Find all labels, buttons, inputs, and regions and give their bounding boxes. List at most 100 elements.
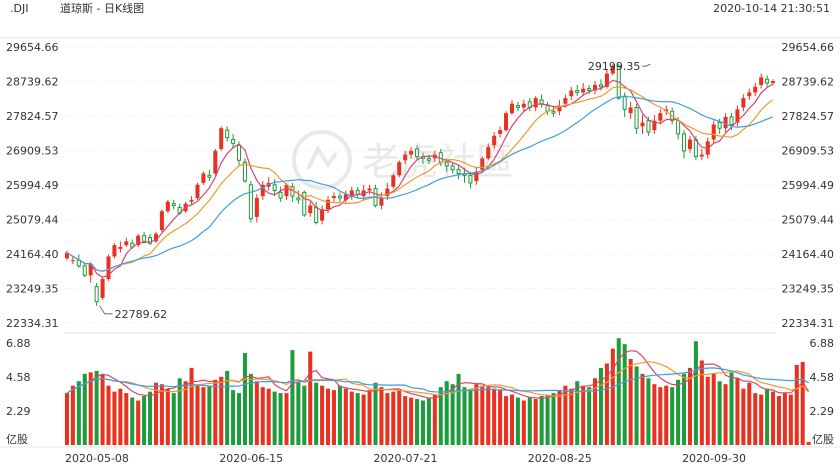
candle-body-up bbox=[112, 245, 117, 257]
volume-bar-up bbox=[165, 388, 170, 445]
watermark-text: 老虎社區 bbox=[362, 140, 514, 184]
volume-bar-up bbox=[213, 379, 218, 445]
price-tick-left: 26909.53 bbox=[6, 144, 59, 157]
volume-bar-up bbox=[367, 390, 372, 445]
volume-bar-up bbox=[391, 391, 396, 445]
candle-body-up bbox=[159, 211, 164, 231]
volume-bar-up bbox=[100, 373, 105, 445]
volume-bar-up bbox=[658, 387, 663, 445]
volume-bar-up bbox=[361, 394, 366, 445]
price-tick-left: 25079.44 bbox=[6, 214, 59, 227]
volume-bar-up bbox=[557, 390, 562, 445]
candle-body-down bbox=[515, 105, 520, 109]
volume-bar-down bbox=[717, 381, 722, 445]
candle-body-up bbox=[474, 171, 479, 182]
candle-body-up bbox=[100, 279, 105, 298]
volume-bar-down bbox=[290, 350, 295, 445]
candle-body-down bbox=[337, 195, 342, 199]
volume-bar-up bbox=[320, 385, 325, 445]
date-tick: 2020-07-21 bbox=[374, 452, 438, 465]
volume-bar-down bbox=[598, 367, 603, 445]
candle-body-down bbox=[676, 120, 681, 135]
volume-bar-up bbox=[254, 381, 259, 445]
candle-body-up bbox=[320, 209, 325, 221]
price-tick-right: 29654.66 bbox=[782, 41, 835, 54]
volume-bar-up bbox=[563, 385, 568, 445]
volume-bar-down bbox=[242, 353, 247, 445]
volume-bar-up bbox=[711, 373, 716, 445]
candle-body-down bbox=[225, 129, 230, 139]
volume-bar-up bbox=[652, 384, 657, 445]
volume-ma5-line bbox=[66, 350, 810, 399]
candle-body-up bbox=[687, 139, 692, 149]
candle-body-down bbox=[682, 133, 687, 152]
volume-tick-left: 6.88 bbox=[6, 337, 31, 350]
candle-body-up bbox=[735, 109, 740, 123]
volume-bar-down bbox=[456, 373, 461, 445]
volume-bar-down bbox=[426, 397, 431, 445]
volume-bar-down bbox=[142, 396, 147, 445]
candle-body-up bbox=[604, 73, 609, 87]
volume-bar-up bbox=[782, 393, 787, 445]
volume-bar-up bbox=[747, 382, 752, 445]
volume-bar-down bbox=[302, 385, 307, 445]
candle-body-up bbox=[326, 199, 331, 210]
candle-body-down bbox=[76, 259, 81, 267]
symbol-label: .DJI bbox=[10, 2, 29, 15]
volume-bar-up bbox=[326, 388, 331, 445]
volume-bar-up bbox=[699, 360, 704, 445]
volume-bar-up bbox=[569, 388, 574, 445]
candle-body-up bbox=[403, 154, 408, 161]
candle-body-up bbox=[711, 124, 716, 140]
volume-bar-up bbox=[604, 363, 609, 445]
volume-bar-up bbox=[385, 393, 390, 445]
price-tick-right: 25079.44 bbox=[782, 214, 835, 227]
candle-body-down bbox=[148, 237, 153, 244]
candle-body-up bbox=[124, 241, 129, 246]
low-annotation-leader bbox=[99, 305, 113, 315]
volume-bar-down bbox=[296, 382, 301, 445]
price-tick-right: 23249.35 bbox=[782, 283, 835, 296]
candle-body-down bbox=[207, 174, 212, 178]
volume-bar-down bbox=[314, 382, 319, 445]
ma5-line bbox=[66, 79, 774, 278]
candle-body-up bbox=[699, 154, 704, 157]
volume-bar-up bbox=[260, 387, 265, 445]
volume-bar-up bbox=[159, 384, 164, 445]
volume-bar-up bbox=[308, 351, 313, 445]
volume-bar-down bbox=[450, 384, 455, 445]
candle-body-down bbox=[296, 197, 301, 201]
volume-ma10-line bbox=[66, 361, 810, 397]
volume-unit-right: 亿股 bbox=[812, 433, 834, 446]
volume-bar-down bbox=[237, 393, 242, 445]
volume-bar-up bbox=[593, 378, 598, 445]
candle-body-down bbox=[598, 84, 603, 88]
candle-body-up bbox=[201, 173, 206, 183]
volume-bar-up bbox=[640, 373, 645, 445]
volume-bar-down bbox=[177, 378, 182, 445]
volume-tick-right: 2.29 bbox=[810, 405, 835, 418]
volume-bar-up bbox=[753, 393, 758, 445]
price-tick-left: 28739.62 bbox=[6, 75, 59, 88]
volume-bar-up bbox=[806, 442, 811, 445]
date-tick: 2020-06-15 bbox=[219, 452, 283, 465]
candle-body-up bbox=[153, 233, 158, 242]
candle-body-down bbox=[551, 110, 556, 114]
volume-bar-up bbox=[189, 367, 194, 445]
candle-body-up bbox=[593, 84, 598, 91]
volume-bar-up bbox=[480, 385, 485, 445]
volume-bar-up bbox=[379, 387, 384, 445]
candle-body-down bbox=[765, 78, 770, 84]
volume-bar-up bbox=[106, 385, 111, 445]
date-tick: 2020-05-08 bbox=[65, 452, 129, 465]
volume-bar-down bbox=[729, 372, 734, 445]
candle-body-down bbox=[545, 105, 550, 112]
volume-bar-up bbox=[735, 378, 740, 445]
volume-bar-down bbox=[76, 381, 81, 445]
volume-bar-up bbox=[776, 396, 781, 445]
tiger-community-watermark: 老虎社區 bbox=[292, 130, 514, 190]
volume-bar-up bbox=[136, 400, 141, 445]
volume-bar-up bbox=[504, 396, 509, 445]
volume-bar-up bbox=[343, 388, 348, 445]
